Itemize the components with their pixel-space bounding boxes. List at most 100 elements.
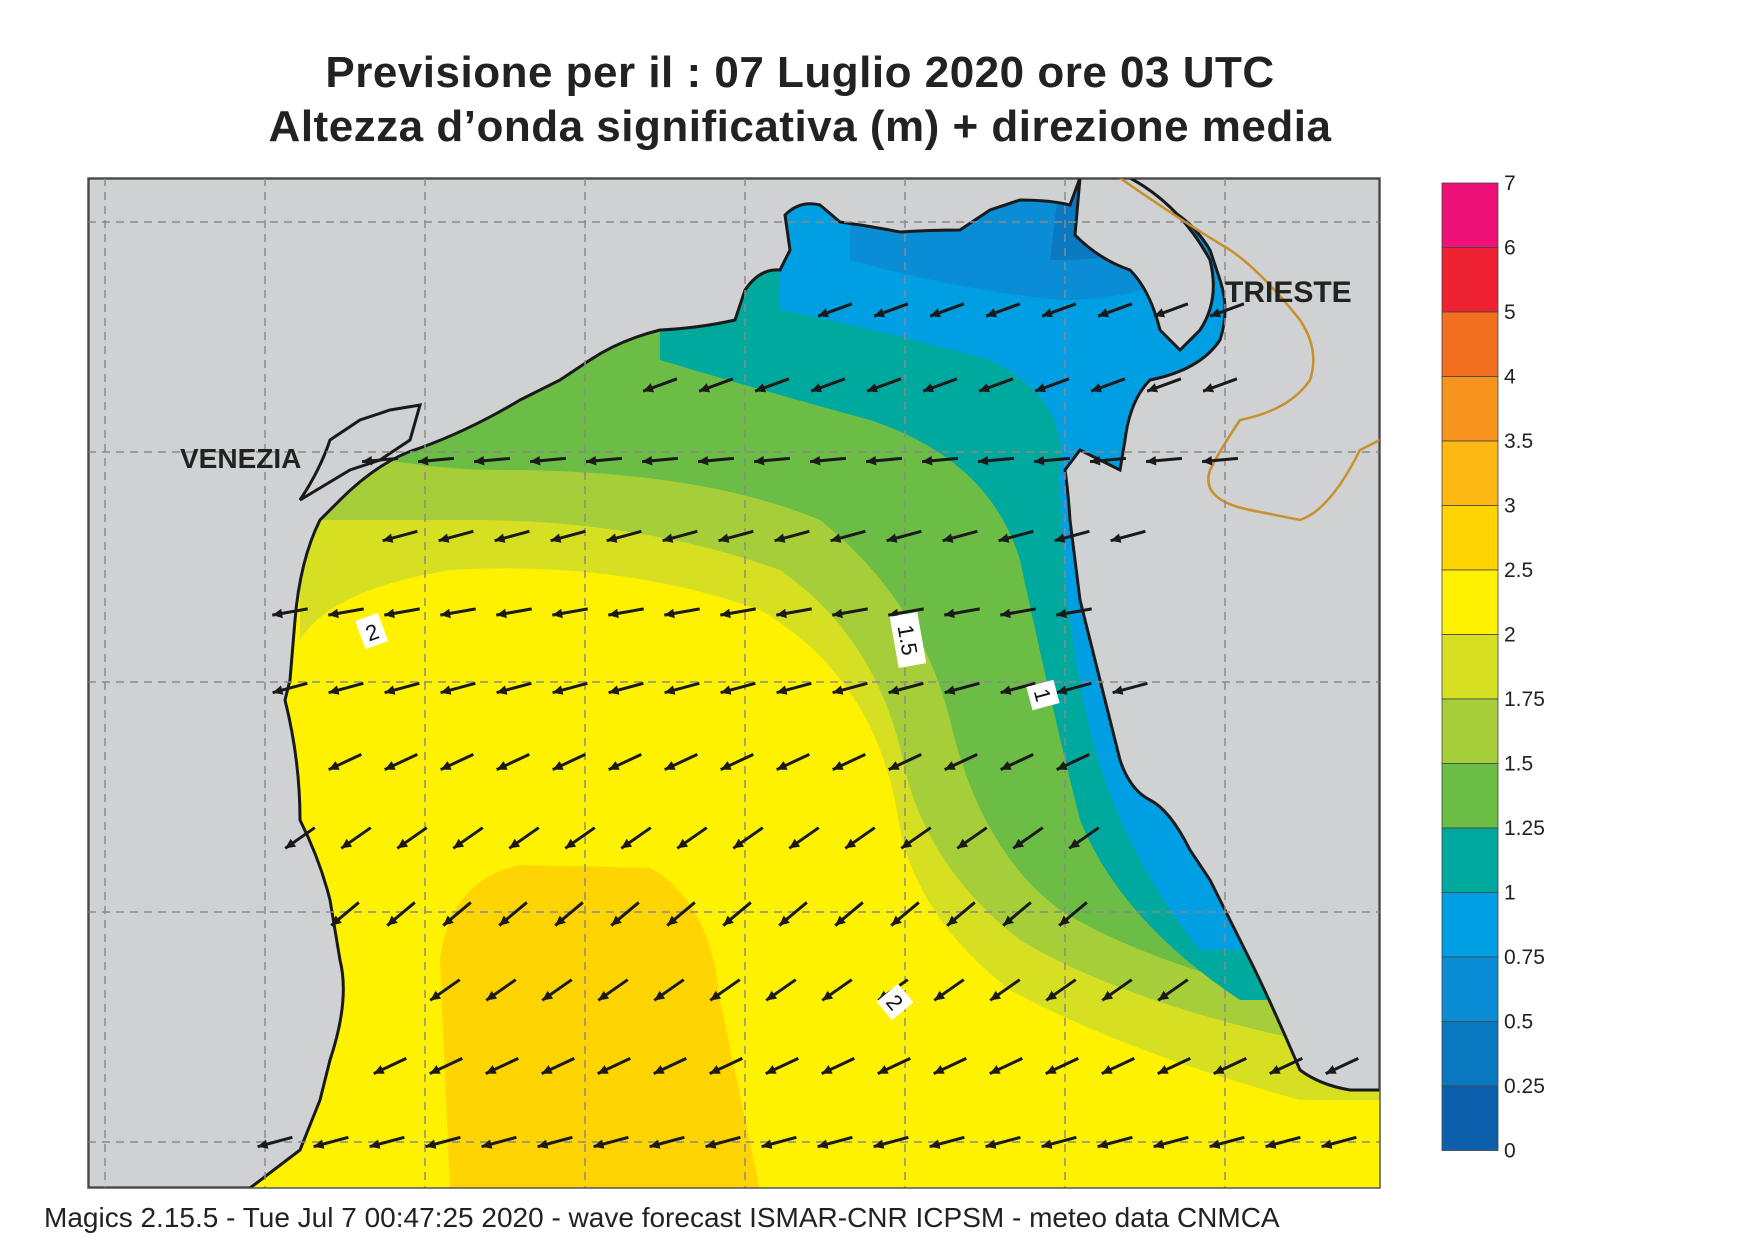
colorbar-tick-label: 6 — [1504, 237, 1516, 260]
direction-arrow-head — [699, 383, 711, 393]
wave-direction-arrows — [257, 302, 1359, 1149]
direction-arrow-head — [1112, 685, 1124, 695]
direction-arrow-head — [1265, 1139, 1277, 1149]
direction-arrow-head — [328, 608, 339, 619]
colorbar-swatch — [1441, 311, 1499, 377]
direction-arrow-head — [822, 990, 834, 1001]
direction-arrow-head — [718, 533, 730, 543]
direction-arrow-head — [1013, 838, 1025, 849]
direction-arrow-head — [1046, 990, 1058, 1001]
contour-label: 1.5 — [893, 623, 923, 657]
direction-arrow-head — [550, 533, 562, 543]
colorbar-tick-label: 7 — [1504, 172, 1516, 195]
colorbar-tick-label: 1.25 — [1504, 817, 1545, 840]
direction-arrow-head — [774, 533, 786, 543]
colorbar-legend: 7 6 5 4 3.5 3 2.5 2 1.75 1.5 1.25 1 0.75 0.5 0.25 0 — [1441, 172, 1545, 1163]
direction-arrow-head — [1098, 308, 1110, 318]
direction-arrow-head — [986, 308, 998, 318]
direction-arrow-head — [818, 308, 830, 318]
direction-arrow-head — [873, 1139, 885, 1149]
direction-arrow-head — [418, 455, 429, 466]
direction-arrow-head — [1056, 685, 1068, 695]
direction-arrow-head — [1059, 915, 1070, 926]
direction-arrow-head — [720, 761, 732, 770]
contour-label-bg — [1026, 679, 1060, 711]
direction-arrow-head — [705, 1139, 717, 1149]
direction-arrow-head — [1203, 383, 1215, 393]
direction-arrow-head — [369, 1139, 381, 1149]
direction-arrow-head — [874, 308, 886, 318]
direction-arrow-head — [677, 838, 689, 849]
direction-arrow-head — [481, 1139, 493, 1149]
direction-arrow-head — [552, 608, 563, 619]
colorbar-tick-label: 4 — [1504, 366, 1516, 389]
direction-arrow-head — [1202, 455, 1213, 466]
direction-arrow-head — [384, 608, 395, 619]
direction-arrow-head — [440, 685, 452, 695]
direction-arrow-head — [328, 685, 340, 695]
direction-arrow-head — [942, 533, 954, 543]
contour-label-bg — [889, 611, 927, 669]
direction-arrow-head — [1034, 455, 1045, 466]
direction-arrow-head — [1213, 1065, 1225, 1074]
colorbar-swatch — [1441, 698, 1499, 764]
direction-arrow-head — [509, 838, 521, 849]
direction-arrow-head — [944, 685, 956, 695]
direction-arrow-head — [608, 685, 620, 695]
direction-arrow-head — [901, 838, 913, 849]
direction-arrow-head — [979, 383, 991, 393]
sea-band-25-3 — [440, 865, 760, 1188]
direction-arrow-head — [776, 608, 787, 619]
direction-arrow-head — [429, 1065, 441, 1074]
direction-arrow-head — [664, 761, 676, 770]
direction-arrow-head — [499, 915, 510, 926]
direction-arrow-head — [608, 608, 619, 619]
direction-arrow-head — [947, 915, 958, 926]
direction-arrow-head — [709, 1065, 721, 1074]
direction-arrow-head — [1269, 1065, 1281, 1074]
direction-arrow-head — [1209, 1139, 1221, 1149]
direction-arrow-head — [1042, 308, 1054, 318]
direction-arrow-head — [649, 1139, 661, 1149]
direction-arrow-head — [1097, 1139, 1109, 1149]
direction-arrow-head — [710, 990, 722, 1001]
colorbar-tick-label: 3 — [1504, 495, 1516, 518]
colorbar-swatch — [1441, 182, 1499, 248]
direction-arrow-head — [888, 761, 900, 770]
direction-arrow-head — [362, 455, 373, 466]
direction-arrow-head — [1000, 761, 1012, 770]
direction-arrow-head — [664, 608, 675, 619]
direction-arrow-head — [440, 608, 451, 619]
direction-arrow-head — [1210, 308, 1222, 318]
direction-arrow-head — [990, 990, 1002, 1001]
direction-arrow-head — [754, 455, 765, 466]
lat-lon-grid — [88, 178, 1380, 1188]
direction-arrow-head — [733, 838, 745, 849]
direction-arrow-head — [723, 915, 734, 926]
direction-arrow-head — [765, 1065, 777, 1074]
direction-arrow-head — [384, 685, 396, 695]
italy-west-coast — [88, 178, 1082, 1188]
direction-arrow-head — [384, 761, 396, 770]
direction-arrow-head — [1153, 1139, 1165, 1149]
direction-arrow-head — [438, 533, 450, 543]
colorbar-tick-label: 5 — [1504, 301, 1516, 324]
direction-arrow-head — [821, 1065, 833, 1074]
direction-arrow-head — [720, 685, 732, 695]
direction-arrow-head — [698, 455, 709, 466]
direction-arrow-head — [272, 608, 283, 619]
direction-arrow-head — [654, 990, 666, 1001]
direction-arrow-head — [1091, 383, 1103, 393]
direction-arrow-head — [891, 915, 902, 926]
colorbar-tick-label: 2.5 — [1504, 559, 1533, 582]
direction-arrow-head — [944, 608, 955, 619]
direction-arrow-head — [998, 533, 1010, 543]
direction-arrow-head — [832, 761, 844, 770]
colorbar-tick-label: 2 — [1504, 624, 1516, 647]
direction-arrow-head — [598, 990, 610, 1001]
direction-arrow-head — [643, 383, 655, 393]
colorbar-tick-label: 3.5 — [1504, 430, 1533, 453]
direction-arrow-head — [1157, 1065, 1169, 1074]
direction-arrow-head — [933, 1065, 945, 1074]
